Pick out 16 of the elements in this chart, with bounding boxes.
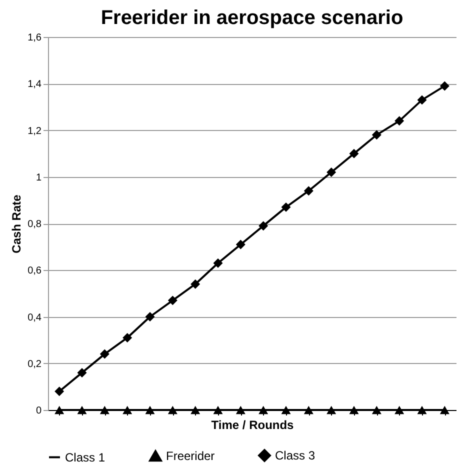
- legend-label: Freerider: [166, 448, 215, 463]
- legend-label: Class 1: [65, 450, 106, 464]
- y-tick-label: 1,4: [28, 79, 42, 90]
- y-tick-label: 1,2: [28, 126, 42, 137]
- y-tick-label: 1,6: [28, 32, 42, 44]
- y-tick-label: 0,4: [28, 312, 42, 324]
- y-tick-label: 0,6: [28, 266, 42, 277]
- y-tick-label: 0: [36, 406, 42, 416]
- y-axis-title: Cash Rate: [10, 194, 24, 254]
- point: [122, 332, 132, 342]
- chart-title: Freerider in aerospace scenario: [100, 7, 404, 29]
- legend-label: Class 3: [275, 448, 316, 463]
- x-axis-title: Time / Rounds: [211, 418, 294, 432]
- y-tick-label: 0,8: [28, 219, 42, 230]
- y-tick-label: 0,2: [28, 358, 42, 370]
- y-tick-label: 1: [36, 172, 42, 184]
